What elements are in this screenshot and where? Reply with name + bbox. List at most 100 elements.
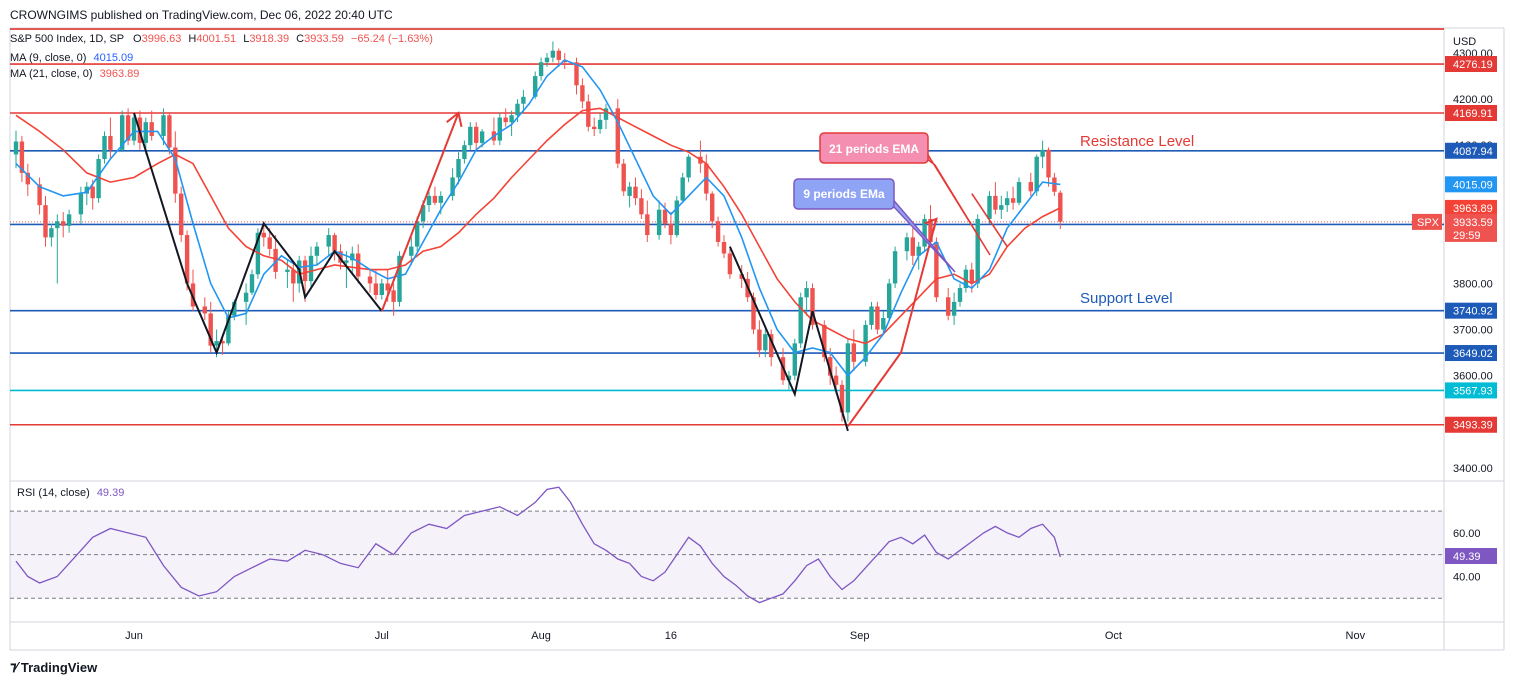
ma-tag-0-bg xyxy=(1445,176,1497,193)
candle-body-40 xyxy=(291,269,296,284)
candle-body-25 xyxy=(184,235,190,284)
candle-body-32 xyxy=(232,301,237,316)
level-tag-8: 3493.39 xyxy=(1453,420,1493,432)
tradingview-logo-icon: ⁊⁄ xyxy=(10,659,18,674)
candle-body-137 xyxy=(957,288,963,302)
candle-body-30 xyxy=(220,341,225,344)
candle-body-22 xyxy=(167,115,172,148)
candle-body-42 xyxy=(302,260,308,282)
candle-body-74 xyxy=(521,96,526,104)
bullish-arrow-left xyxy=(380,112,460,312)
candle-body-112 xyxy=(786,375,792,381)
candle-body-53 xyxy=(379,283,384,295)
candle-body-56 xyxy=(397,255,402,302)
candle-body-4 xyxy=(43,205,48,238)
ma9-legend-label: MA (9, close, 0) xyxy=(10,52,87,64)
candle-body-11 xyxy=(90,186,95,199)
candle-body-116 xyxy=(810,288,815,325)
price-tick-4: 3700.00 xyxy=(1453,325,1493,337)
candle-body-47 xyxy=(338,251,343,263)
candle-body-104 xyxy=(727,253,733,275)
x-tick-2: Aug xyxy=(531,630,551,642)
level-tag-6-bg xyxy=(1445,345,1497,362)
candle-body-13 xyxy=(102,135,107,160)
candle-body-109 xyxy=(763,334,768,351)
candle-body-7 xyxy=(61,221,66,226)
candle-body-126 xyxy=(881,318,886,330)
candle-body-34 xyxy=(249,274,255,293)
ema21-callout-box xyxy=(819,132,929,164)
current-price-tag-bg xyxy=(1445,213,1497,242)
level-tag-2-bg xyxy=(1445,104,1497,121)
open-value: 3996.63 xyxy=(141,33,182,45)
candle-body-103 xyxy=(721,241,727,254)
bullish-arrowhead-right xyxy=(924,217,938,231)
x-tick-0: Jun xyxy=(125,630,143,642)
candle-body-2 xyxy=(25,172,30,185)
price-tick-5: 3600.00 xyxy=(1453,371,1493,383)
change-value: −65.24 (−1.63%) xyxy=(350,33,433,45)
candle-body-6 xyxy=(55,221,60,229)
candle-body-48 xyxy=(344,260,349,263)
ema9-callout-box xyxy=(793,178,895,210)
candle-body-114 xyxy=(798,297,803,344)
candle-body-9 xyxy=(78,193,84,215)
rsi-tick-1: 40.00 xyxy=(1453,571,1481,583)
low-value: 3918.39 xyxy=(249,33,290,45)
candle-body-31 xyxy=(226,315,231,344)
level-tag-8-bg xyxy=(1445,416,1497,433)
x-tick-3: 16 xyxy=(665,630,677,642)
candle-body-85 xyxy=(597,119,603,130)
symbol-name: S&P 500 Index, 1D, SP xyxy=(10,33,124,45)
candle-body-128 xyxy=(892,251,898,284)
candle-body-12 xyxy=(96,159,101,199)
candle-body-148 xyxy=(1034,156,1039,192)
candle-body-17 xyxy=(131,117,137,141)
ma-tag-1: 3963.89 xyxy=(1453,203,1493,215)
candle-body-27 xyxy=(202,306,207,314)
candle-body-37 xyxy=(267,237,272,249)
candle-body-5 xyxy=(49,228,54,238)
candle-body-8 xyxy=(66,214,72,226)
open-label: O xyxy=(133,33,142,45)
candle-body-61 xyxy=(432,195,438,203)
x-tick-4: Sep xyxy=(850,630,870,642)
candle-body-63 xyxy=(450,177,455,196)
candle-body-87 xyxy=(615,108,620,164)
level-tag-2: 4169.91 xyxy=(1453,108,1493,120)
candle-body-145 xyxy=(1010,198,1016,203)
candle-body-86 xyxy=(603,108,609,120)
candle-body-49 xyxy=(350,253,355,261)
rsi-legend-label: RSI (14, close) xyxy=(17,487,90,499)
candle-body-28 xyxy=(208,313,213,346)
candle-body-134 xyxy=(934,241,939,298)
candle-body-44 xyxy=(314,246,320,256)
ma21-legend: MA (21, close, 0) 3963.89 xyxy=(10,68,139,80)
candle-body-39 xyxy=(285,269,290,272)
rsi-legend-value: 49.39 xyxy=(96,487,125,499)
candle-body-140 xyxy=(975,218,980,284)
candle-body-121 xyxy=(845,343,851,413)
candle-body-131 xyxy=(916,246,921,256)
candle-body-81 xyxy=(574,62,579,86)
zigzag-left xyxy=(133,112,383,356)
ma9-legend-value: 4015.09 xyxy=(93,52,134,64)
bullish-arrowhead-left xyxy=(446,111,463,128)
current-price-tag: 3933.59 xyxy=(1453,217,1493,229)
candle-body-132 xyxy=(922,218,927,247)
spx-tag: SPX xyxy=(1417,217,1440,229)
candle-body-119 xyxy=(833,375,839,385)
candle-body-93 xyxy=(656,209,662,236)
candle-body-96 xyxy=(674,200,679,236)
low-label: L xyxy=(243,33,250,45)
candle-body-105 xyxy=(739,274,744,279)
candle-body-82 xyxy=(580,85,585,102)
level-tag-3: 4087.94 xyxy=(1453,146,1493,158)
candle-body-107 xyxy=(751,297,756,330)
candle-body-59 xyxy=(420,205,426,222)
pullback-line xyxy=(971,193,1008,248)
x-tick-6: Nov xyxy=(1346,630,1366,642)
candle-body-51 xyxy=(367,276,373,284)
candle-body-52 xyxy=(373,283,379,295)
